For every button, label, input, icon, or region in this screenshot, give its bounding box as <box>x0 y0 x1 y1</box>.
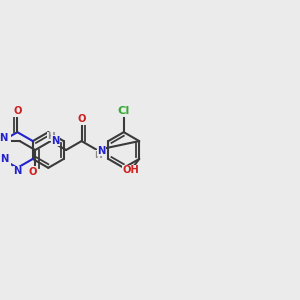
Text: N: N <box>98 146 106 156</box>
Text: N: N <box>13 166 22 176</box>
Text: O: O <box>78 114 86 124</box>
Text: H: H <box>47 132 55 141</box>
Text: O: O <box>28 167 37 177</box>
Text: O: O <box>13 106 22 116</box>
Text: Cl: Cl <box>118 106 130 116</box>
Text: N: N <box>0 133 8 143</box>
Text: N: N <box>51 136 59 146</box>
Text: OH: OH <box>122 165 139 175</box>
Text: H: H <box>94 151 101 160</box>
Text: N: N <box>0 154 8 164</box>
